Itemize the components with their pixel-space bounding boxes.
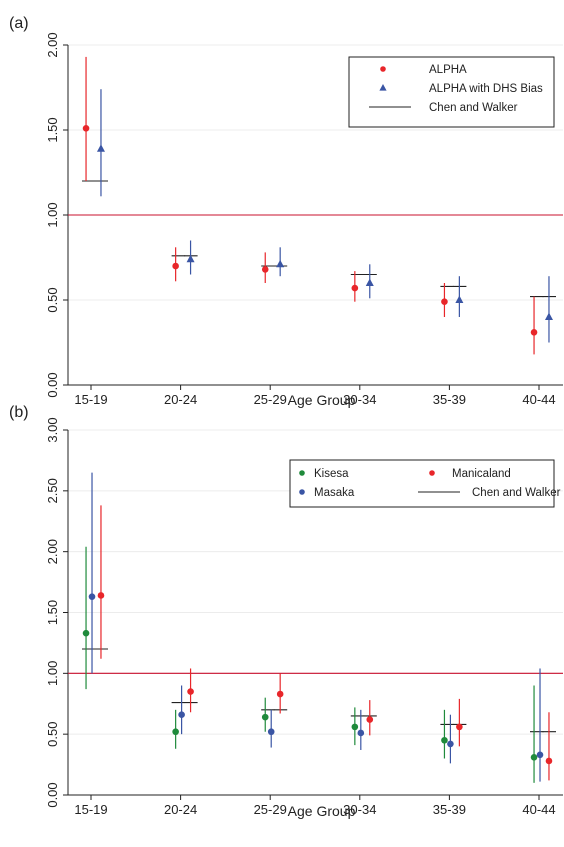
data-point <box>261 266 269 273</box>
legend-box <box>289 459 555 508</box>
x-tick-label: 40-44 <box>522 392 555 407</box>
data-point <box>267 728 275 736</box>
data-point <box>276 690 284 698</box>
data-point <box>366 716 374 723</box>
legend: Kisesa Masaka Manicaland Chen and Walker <box>289 459 561 508</box>
legend-label: Chen and Walker <box>429 102 518 114</box>
data-point <box>441 298 448 306</box>
data-point-triangle <box>455 295 464 303</box>
data-point <box>178 711 185 718</box>
y-tick-label: 1.50 <box>45 117 60 142</box>
legend: ALPHA ALPHA with DHS Bias Chen and Walker <box>348 56 555 128</box>
legend-dot-symbol <box>429 470 435 476</box>
data-point <box>97 592 105 599</box>
y-tick-label: 1.00 <box>45 661 60 686</box>
y-tick-label: 2.00 <box>45 539 60 564</box>
legend-label: ALPHA with DHS Bias <box>429 83 543 95</box>
data-point <box>82 629 90 637</box>
x-tick-label: 35-39 <box>433 392 466 407</box>
y-tick-label: 0.50 <box>45 722 60 747</box>
x-tick-label: 40-44 <box>522 802 555 817</box>
legend-label: Masaka <box>314 487 355 499</box>
data-point <box>88 593 96 600</box>
data-point <box>447 740 454 748</box>
data-point-triangle <box>544 312 553 320</box>
x-tick-label: 25-29 <box>254 802 287 817</box>
data-point <box>261 713 269 721</box>
y-tick-label: 0.00 <box>45 782 60 807</box>
legend-dot-symbol <box>299 470 305 476</box>
data-point <box>441 736 448 744</box>
data-point <box>82 125 90 132</box>
chart-panel-1: (a) 0.00 0.50 1.00 1.50 2.00 15-19 20-24 25-29 30… <box>9 15 563 408</box>
x-axis-title: Age Group <box>288 803 356 819</box>
y-tick-label: 1.00 <box>45 202 60 227</box>
data-point-triangle <box>186 254 195 263</box>
data-point <box>172 262 179 270</box>
x-tick-label: 25-29 <box>254 392 287 407</box>
x-tick-label: 20-24 <box>164 392 197 407</box>
x-tick-label: 20-24 <box>164 802 197 817</box>
legend-dot-symbol <box>380 66 386 72</box>
data-point-triangle <box>365 278 374 286</box>
y-tick-label: 1.50 <box>45 600 60 625</box>
y-tick-label: 2.00 <box>45 32 60 57</box>
x-tick-label: 30-34 <box>343 392 376 407</box>
data-point <box>351 284 359 292</box>
data-point <box>536 751 544 759</box>
data-point <box>357 729 365 737</box>
data-point-triangle <box>96 144 105 152</box>
y-tick-label: 0.00 <box>45 372 60 397</box>
x-axis-title: Age Group <box>288 392 356 408</box>
x-tick-label: 35-39 <box>433 802 466 817</box>
data-point <box>187 688 194 695</box>
data-point <box>530 329 538 336</box>
panel-label: (a) <box>9 15 29 32</box>
data-point <box>530 753 538 761</box>
chart-panel-2: (b) 0.00 0.50 1.00 1.50 2.00 2.50 3.00 15-19 20-2… <box>9 404 563 819</box>
x-tick-label: 15-19 <box>74 802 107 817</box>
data-point <box>351 723 359 731</box>
legend-label: ALPHA <box>429 64 467 76</box>
data-point <box>172 728 179 736</box>
legend-label: Manicaland <box>452 468 511 480</box>
data-point-triangle <box>276 259 285 268</box>
y-tick-label: 3.00 <box>45 417 60 442</box>
y-tick-label: 0.50 <box>45 287 60 312</box>
x-tick-label: 30-34 <box>343 802 376 817</box>
legend-label: Kisesa <box>314 468 349 480</box>
data-point <box>545 757 553 765</box>
legend-dot-symbol <box>299 489 305 495</box>
data-point <box>456 723 463 731</box>
y-tick-label: 2.50 <box>45 478 60 503</box>
legend-triangle-symbol <box>379 84 387 91</box>
x-tick-label: 15-19 <box>74 392 107 407</box>
legend-label: Chen and Walker <box>472 487 561 499</box>
panel-label: (b) <box>9 404 29 421</box>
